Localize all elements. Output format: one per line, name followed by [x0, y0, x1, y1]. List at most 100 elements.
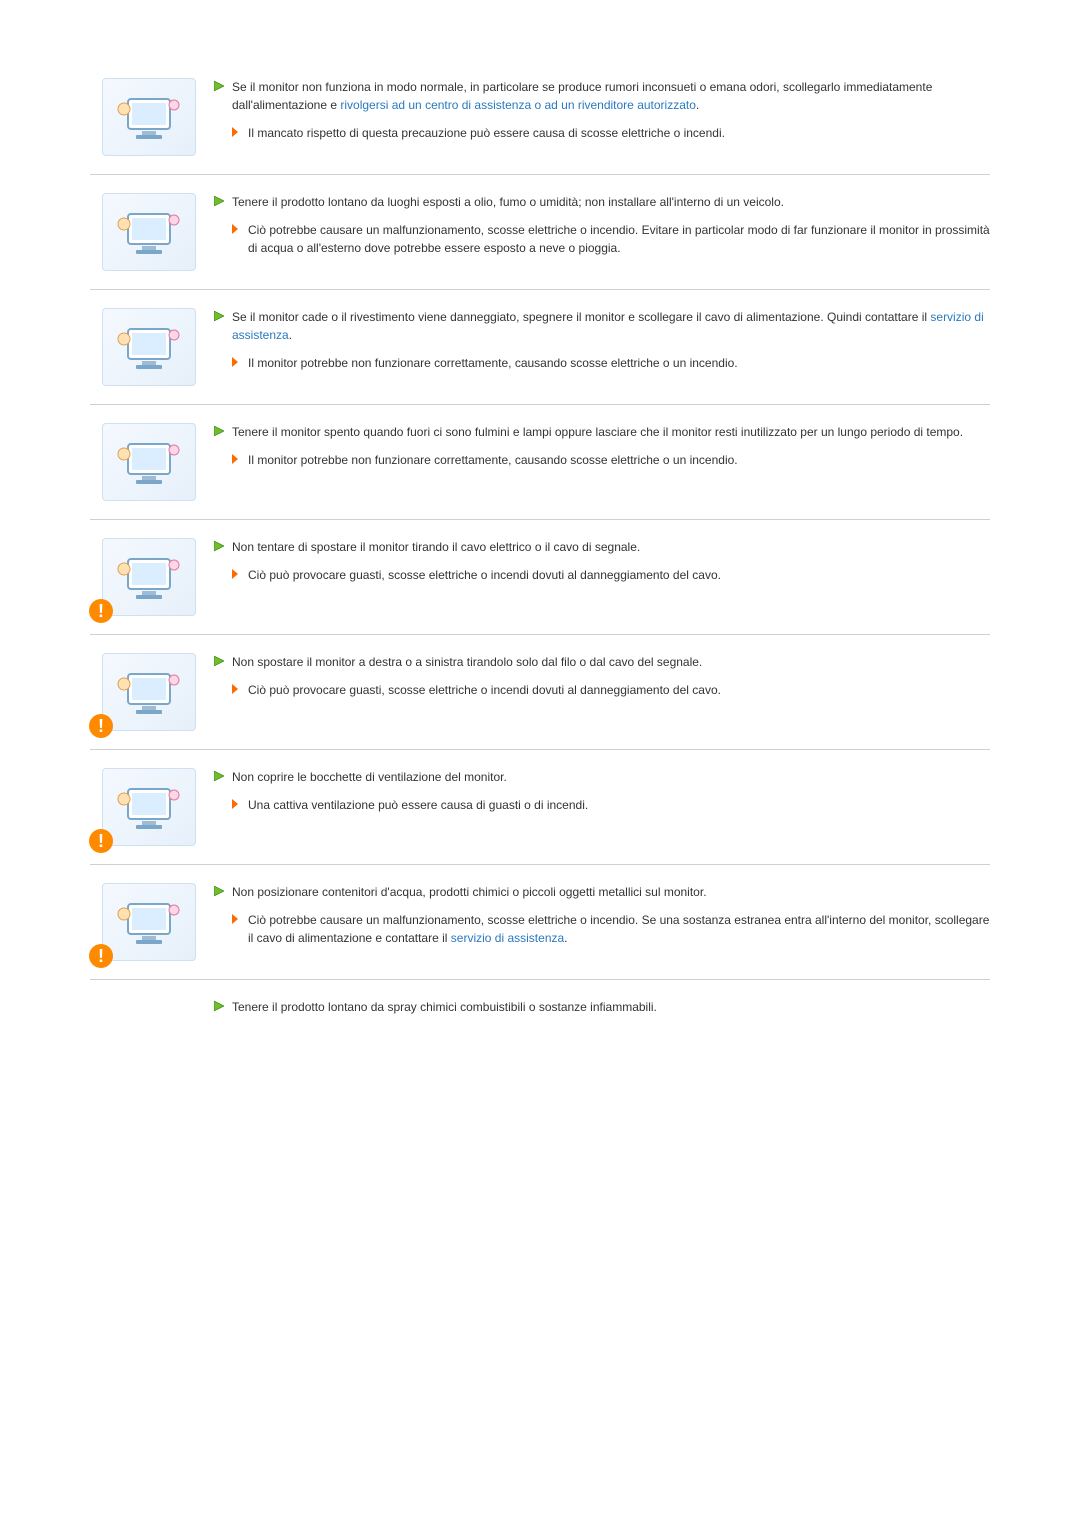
headline-row: Tenere il prodotto lontano da luoghi esp…: [214, 193, 990, 211]
headline-row: Tenere il prodotto lontano da spray chim…: [214, 998, 990, 1016]
sub-text: Il monitor potrebbe non funzionare corre…: [248, 354, 738, 372]
safety-illustration: !: [102, 883, 196, 961]
text-column: Se il monitor non funziona in modo norma…: [208, 78, 990, 146]
illustration-column: [90, 423, 208, 501]
warning-badge-icon: !: [89, 944, 113, 968]
main-bullet-icon: [214, 311, 224, 321]
sub-text: Ciò potrebbe causare un malfunzionamento…: [248, 911, 990, 947]
headline-text-pre: Non posizionare contenitori d'acqua, pro…: [232, 885, 707, 899]
main-bullet-icon: [214, 771, 224, 781]
sub-text: Ciò può provocare guasti, scosse elettri…: [248, 681, 721, 699]
sub-bullet-icon: [232, 357, 240, 367]
headline-text-pre: Tenere il prodotto lontano da spray chim…: [232, 1000, 657, 1014]
headline-row: Non posizionare contenitori d'acqua, pro…: [214, 883, 990, 901]
warning-badge-icon: !: [89, 599, 113, 623]
text-column: Non tentare di spostare il monitor tiran…: [208, 538, 990, 588]
sub-bullet-icon: [232, 224, 240, 234]
headline-text: Se il monitor non funziona in modo norma…: [232, 78, 990, 114]
main-bullet-icon: [214, 541, 224, 551]
illustration-column: !: [90, 538, 208, 616]
sub-bullet-icon: [232, 799, 240, 809]
headline-text-pre: Non tentare di spostare il monitor tiran…: [232, 540, 640, 554]
illustration-column: !: [90, 768, 208, 846]
illustration-column: !: [90, 653, 208, 731]
main-bullet-icon: [214, 196, 224, 206]
safety-item: ! Non spostare il monitor a destra o a si…: [90, 635, 990, 750]
headline-text: Tenere il prodotto lontano da luoghi esp…: [232, 193, 784, 211]
text-column: Non coprire le bocchette di ventilazione…: [208, 768, 990, 818]
sub-bullet-icon: [232, 569, 240, 579]
headline-text-pre: Non spostare il monitor a destra o a sin…: [232, 655, 702, 669]
headline-text-pre: Tenere il prodotto lontano da luoghi esp…: [232, 195, 784, 209]
sub-row: Il mancato rispetto di questa precauzion…: [214, 124, 990, 142]
main-bullet-icon: [214, 656, 224, 666]
sub-row: Ciò può provocare guasti, scosse elettri…: [214, 566, 990, 584]
headline-text: Non tentare di spostare il monitor tiran…: [232, 538, 640, 556]
safety-instructions-page: Se il monitor non funziona in modo norma…: [0, 0, 1080, 1084]
safety-illustration: [102, 78, 196, 156]
headline-text: Non posizionare contenitori d'acqua, pro…: [232, 883, 707, 901]
sub-text: Il monitor potrebbe non funzionare corre…: [248, 451, 738, 469]
sub-text: Ciò può provocare guasti, scosse elettri…: [248, 566, 721, 584]
safety-illustration: !: [102, 768, 196, 846]
main-bullet-icon: [214, 81, 224, 91]
headline-row: Tenere il monitor spento quando fuori ci…: [214, 423, 990, 441]
safety-item: Tenere il prodotto lontano da spray chim…: [90, 980, 990, 1044]
headline-text: Tenere il monitor spento quando fuori ci…: [232, 423, 963, 441]
sub-row: Ciò può provocare guasti, scosse elettri…: [214, 681, 990, 699]
illustration-column: !: [90, 883, 208, 961]
sub-text: Il mancato rispetto di questa precauzion…: [248, 124, 725, 142]
safety-item: Tenere il prodotto lontano da luoghi esp…: [90, 175, 990, 290]
headline-row: Se il monitor cade o il rivestimento vie…: [214, 308, 990, 344]
text-column: Tenere il monitor spento quando fuori ci…: [208, 423, 990, 473]
safety-illustration: [102, 423, 196, 501]
sub-row: Il monitor potrebbe non funzionare corre…: [214, 354, 990, 372]
headline-text-post: .: [696, 98, 699, 112]
illustration-column: [90, 308, 208, 386]
headline-text: Tenere il prodotto lontano da spray chim…: [232, 998, 657, 1016]
safety-item: ! Non posizionare contenitori d'acqua, pr…: [90, 865, 990, 980]
sub-text-post: .: [564, 931, 567, 945]
text-column: Tenere il prodotto lontano da spray chim…: [208, 998, 990, 1026]
warning-badge-icon: !: [89, 829, 113, 853]
headline-text-pre: Se il monitor cade o il rivestimento vie…: [232, 310, 930, 324]
sub-text: Ciò potrebbe causare un malfunzionamento…: [248, 221, 990, 257]
illustration-column: [90, 78, 208, 156]
main-bullet-icon: [214, 886, 224, 896]
headline-text: Se il monitor cade o il rivestimento vie…: [232, 308, 990, 344]
warning-badge-icon: !: [89, 714, 113, 738]
sub-text: Una cattiva ventilazione può essere caus…: [248, 796, 588, 814]
sub-row: Il monitor potrebbe non funzionare corre…: [214, 451, 990, 469]
sub-bullet-icon: [232, 914, 240, 924]
safety-item: Tenere il monitor spento quando fuori ci…: [90, 405, 990, 520]
safety-illustration: [102, 308, 196, 386]
headline-row: Se il monitor non funziona in modo norma…: [214, 78, 990, 114]
text-column: Non posizionare contenitori d'acqua, pro…: [208, 883, 990, 951]
sub-bullet-icon: [232, 127, 240, 137]
headline-row: Non spostare il monitor a destra o a sin…: [214, 653, 990, 671]
safety-item: Se il monitor cade o il rivestimento vie…: [90, 290, 990, 405]
sub-bullet-icon: [232, 454, 240, 464]
main-bullet-icon: [214, 426, 224, 436]
headline-link[interactable]: rivolgersi ad un centro di assistenza o …: [340, 98, 696, 112]
sub-bullet-icon: [232, 684, 240, 694]
headline-text: Non spostare il monitor a destra o a sin…: [232, 653, 702, 671]
main-bullet-icon: [214, 1001, 224, 1011]
headline-text: Non coprire le bocchette di ventilazione…: [232, 768, 507, 786]
headline-text-pre: Tenere il monitor spento quando fuori ci…: [232, 425, 963, 439]
text-column: Tenere il prodotto lontano da luoghi esp…: [208, 193, 990, 261]
headline-row: Non coprire le bocchette di ventilazione…: [214, 768, 990, 786]
safety-item: ! Non coprire le bocchette di ventilazion…: [90, 750, 990, 865]
sub-text-pre: Ciò potrebbe causare un malfunzionamento…: [248, 913, 989, 945]
sub-row: Ciò potrebbe causare un malfunzionamento…: [214, 911, 990, 947]
text-column: Se il monitor cade o il rivestimento vie…: [208, 308, 990, 376]
sub-link[interactable]: servizio di assistenza: [451, 931, 564, 945]
headline-row: Non tentare di spostare il monitor tiran…: [214, 538, 990, 556]
safety-illustration: !: [102, 653, 196, 731]
text-column: Non spostare il monitor a destra o a sin…: [208, 653, 990, 703]
sub-row: Ciò potrebbe causare un malfunzionamento…: [214, 221, 990, 257]
sub-row: Una cattiva ventilazione può essere caus…: [214, 796, 990, 814]
safety-illustration: [102, 193, 196, 271]
illustration-column: [90, 193, 208, 271]
headline-text-post: .: [289, 328, 292, 342]
